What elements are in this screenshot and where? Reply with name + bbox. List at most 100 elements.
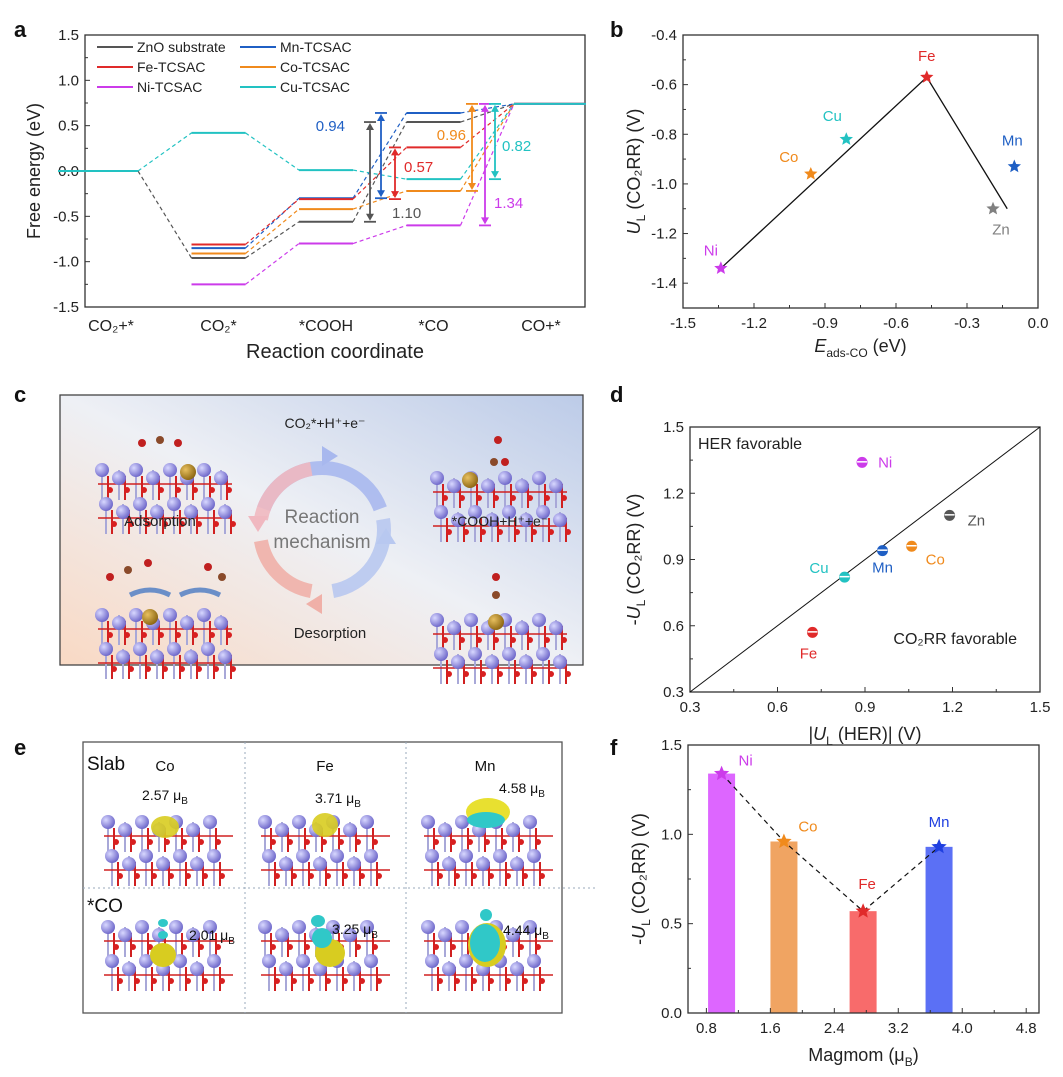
o-atom bbox=[442, 637, 448, 643]
category-label: *CO bbox=[418, 318, 448, 335]
axis-label-part: U bbox=[629, 925, 649, 939]
y-tick-label: 1.5 bbox=[661, 737, 682, 754]
zn-atom bbox=[207, 954, 221, 968]
series-cu-tcsac bbox=[58, 102, 586, 181]
o-atom bbox=[287, 944, 293, 950]
o-atom bbox=[442, 495, 448, 501]
spin-density-blob bbox=[158, 919, 168, 927]
star-marker bbox=[931, 838, 947, 854]
zn-atom bbox=[549, 479, 563, 493]
panel-b-volcano-plot: -0.4 -0.6 -0.8 -1.0 -1.2 -1.4 -1.5 -1.2 -0.9 -0.6… bbox=[624, 27, 1048, 360]
cycle-arrow-segment bbox=[254, 539, 313, 598]
barrier-value: 0.57 bbox=[404, 159, 433, 176]
o-atom bbox=[493, 495, 499, 501]
legend-label: Co-TCSAC bbox=[280, 59, 350, 75]
point-label: Cu bbox=[809, 560, 828, 577]
arrow-head-up bbox=[377, 113, 385, 121]
o-atom bbox=[274, 873, 280, 879]
o-atom bbox=[213, 666, 219, 672]
o-atom bbox=[488, 873, 494, 879]
x-tick-label: 4.0 bbox=[952, 1020, 973, 1037]
o-atom bbox=[433, 839, 439, 845]
o-atom bbox=[192, 487, 198, 493]
o-atom bbox=[113, 944, 119, 950]
zn-atom bbox=[169, 920, 183, 934]
point-label: Zn bbox=[992, 222, 1010, 239]
barrier-arrow: 0.96 bbox=[437, 103, 478, 192]
moment-value: 2.57 μ bbox=[142, 787, 181, 803]
zn-atom bbox=[468, 505, 482, 519]
o-atom bbox=[113, 839, 119, 845]
zn-atom bbox=[190, 857, 204, 871]
o-atom bbox=[531, 529, 537, 535]
arrow-head-up bbox=[468, 104, 476, 112]
bar-label: Fe bbox=[858, 876, 876, 893]
point-label: Zn bbox=[968, 512, 986, 529]
c-atom bbox=[124, 566, 132, 574]
zn-atom bbox=[421, 920, 435, 934]
o-atom bbox=[527, 637, 533, 643]
o-atom bbox=[450, 944, 456, 950]
x-axis-title: |UL (HER)| (V) bbox=[808, 724, 921, 748]
slab-magnetic-moment: 3.71 μB bbox=[315, 790, 361, 810]
y-axis-title: UL (CO₂RR) (V) bbox=[624, 109, 648, 235]
barrier-value: 0.82 bbox=[502, 138, 531, 155]
o-atom bbox=[518, 944, 524, 950]
y-axis-title: -UL (CO₂RR) (V) bbox=[629, 813, 653, 945]
zn-atom bbox=[275, 823, 289, 837]
energy-connector bbox=[460, 103, 515, 180]
zn-atom bbox=[184, 505, 198, 519]
spin-density-blob bbox=[151, 816, 179, 838]
o-atom bbox=[111, 666, 117, 672]
zn-atom bbox=[468, 647, 482, 661]
o-atom bbox=[147, 839, 153, 845]
zn-atom bbox=[510, 962, 524, 976]
zn-atom bbox=[146, 471, 160, 485]
zn-atom bbox=[279, 962, 293, 976]
y-axis-title: Free energy (eV) bbox=[24, 103, 44, 239]
zn-atom bbox=[122, 857, 136, 871]
panel-label-a: a bbox=[14, 17, 27, 42]
column-label: Co bbox=[155, 758, 174, 775]
zn-atom bbox=[167, 497, 181, 511]
o-atom bbox=[185, 978, 191, 984]
step-label: Desorption bbox=[294, 625, 367, 642]
zn-atom bbox=[163, 608, 177, 622]
cycle-arrow-head bbox=[248, 516, 268, 532]
half-filled-circle-marker bbox=[856, 456, 868, 468]
o-atom bbox=[522, 978, 528, 984]
o-atom bbox=[548, 671, 554, 677]
region-label-her: HER favorable bbox=[698, 436, 802, 453]
o-atom bbox=[342, 978, 348, 984]
o-atom bbox=[505, 978, 511, 984]
legend-label: Cu-TCSAC bbox=[280, 79, 350, 95]
o-atom bbox=[111, 521, 117, 527]
y-tick-label: 1.0 bbox=[58, 72, 79, 89]
bar-mn bbox=[925, 846, 953, 1013]
zn-atom bbox=[112, 616, 126, 630]
moment-value: 3.71 μ bbox=[315, 790, 354, 806]
moment-value: 3.25 μ bbox=[332, 921, 371, 937]
o-atom bbox=[359, 873, 365, 879]
o-atom bbox=[539, 978, 545, 984]
bar-label: Co bbox=[798, 818, 817, 835]
metal-atom bbox=[462, 472, 478, 488]
zn-atom bbox=[207, 849, 221, 863]
o-atom bbox=[454, 873, 460, 879]
zn-atom bbox=[262, 954, 276, 968]
zn-atom bbox=[214, 616, 228, 630]
o-atom bbox=[476, 637, 482, 643]
x-tick-label: 0.9 bbox=[855, 699, 876, 716]
o-atom bbox=[325, 978, 331, 984]
zn-atom bbox=[105, 954, 119, 968]
o-atom bbox=[124, 487, 130, 493]
spin-density-blob bbox=[158, 931, 168, 939]
zn-atom bbox=[163, 463, 177, 477]
zn-atom bbox=[135, 815, 149, 829]
zn-atom bbox=[296, 954, 310, 968]
zn-atom bbox=[442, 962, 456, 976]
o-atom bbox=[514, 671, 520, 677]
slab-magnetic-moment: 2.57 μB bbox=[142, 787, 188, 807]
zn-atom bbox=[156, 857, 170, 871]
zn-atom bbox=[95, 608, 109, 622]
